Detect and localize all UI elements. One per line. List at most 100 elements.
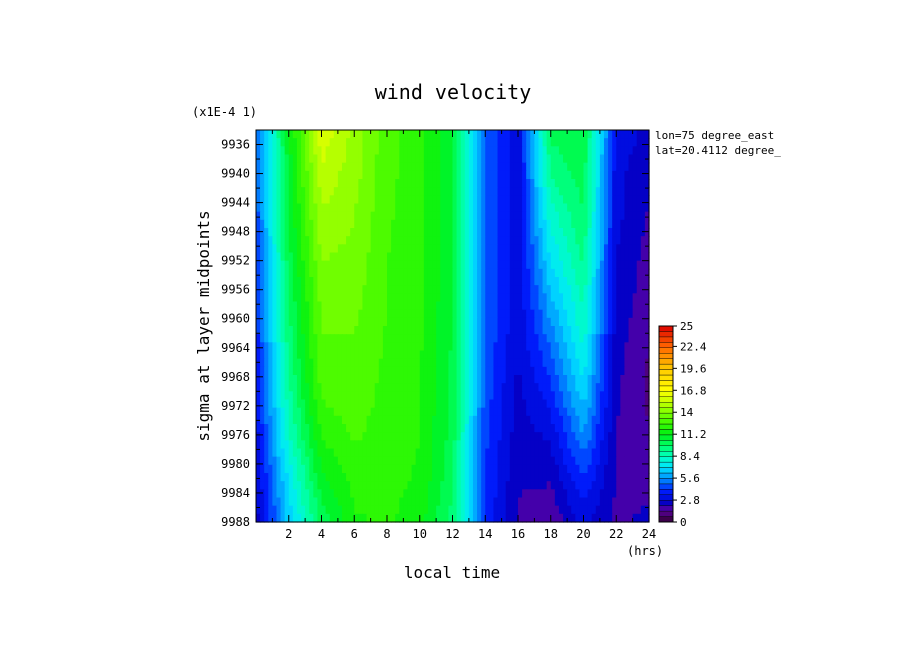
heatmap-cell xyxy=(472,162,478,172)
heatmap-cell xyxy=(448,350,454,360)
heatmap-cell xyxy=(292,513,298,523)
heatmap-cell xyxy=(415,424,421,433)
heatmap-cell xyxy=(301,415,306,425)
heatmap-cell xyxy=(567,424,572,433)
heatmap-cell xyxy=(575,464,580,474)
heatmap-cell xyxy=(628,473,634,482)
heatmap-cell xyxy=(579,366,585,376)
heatmap-cell xyxy=(395,399,400,409)
heatmap-cell xyxy=(603,211,609,221)
heatmap-cell xyxy=(403,285,409,294)
heatmap-cell xyxy=(337,383,343,392)
heatmap-cell xyxy=(264,399,269,409)
heatmap-cell xyxy=(329,326,335,335)
heatmap-cell xyxy=(579,301,585,311)
heatmap-cell xyxy=(350,260,355,270)
heatmap-cell xyxy=(628,513,634,523)
heatmap-cell xyxy=(485,203,490,213)
heatmap-cell xyxy=(362,334,368,343)
heatmap-cell xyxy=(419,285,425,294)
heatmap-cell xyxy=(366,252,372,262)
heatmap-cell xyxy=(374,203,380,213)
heatmap-cell xyxy=(395,505,400,515)
heatmap-cell xyxy=(632,456,638,466)
heatmap-cell xyxy=(513,138,519,147)
heatmap-cell xyxy=(411,309,417,319)
heatmap-cell xyxy=(636,187,642,196)
heatmap-cell xyxy=(378,146,384,156)
heatmap-cell xyxy=(440,285,445,294)
heatmap-cell xyxy=(513,383,519,392)
heatmap-cell xyxy=(264,187,269,196)
heatmap-cell xyxy=(296,513,302,523)
heatmap-cell xyxy=(546,252,552,262)
heatmap-cell xyxy=(636,162,642,172)
colorbar-swatch xyxy=(658,500,674,506)
heatmap-cell xyxy=(530,203,535,213)
heatmap-cell xyxy=(341,219,347,229)
heatmap-cell xyxy=(485,415,490,425)
heatmap-cell xyxy=(628,448,634,458)
heatmap-cell xyxy=(415,285,421,294)
heatmap-cell xyxy=(636,203,642,213)
heatmap-cell xyxy=(346,497,351,507)
heatmap-cell xyxy=(321,489,327,499)
heatmap-cell xyxy=(276,464,282,474)
heatmap-cell xyxy=(505,432,511,441)
heatmap-cell xyxy=(505,146,511,156)
heatmap-cell xyxy=(583,203,589,213)
heatmap-cell xyxy=(264,505,269,515)
heatmap-cell xyxy=(313,489,318,499)
heatmap-cell xyxy=(325,375,331,384)
heatmap-cell xyxy=(264,179,269,188)
heatmap-cell xyxy=(436,473,441,482)
heatmap-cell xyxy=(509,326,515,335)
heatmap-cell xyxy=(530,440,535,450)
heatmap-cell xyxy=(636,236,642,245)
heatmap-cell xyxy=(341,350,347,360)
heatmap-cell xyxy=(387,309,392,319)
heatmap-cell xyxy=(329,375,335,384)
heatmap-cell xyxy=(509,293,515,303)
heatmap-cell xyxy=(460,473,466,482)
heatmap-cell xyxy=(399,481,404,490)
heatmap-cell xyxy=(444,244,449,254)
heatmap-cell xyxy=(608,301,613,311)
heatmap-cell xyxy=(260,179,265,188)
heatmap-cell xyxy=(309,236,314,245)
heatmap-cell xyxy=(382,473,388,482)
heatmap-cell xyxy=(317,407,323,417)
heatmap-cell xyxy=(399,285,404,294)
heatmap-cell xyxy=(370,219,376,229)
heatmap-cell xyxy=(301,228,306,237)
heatmap-cell xyxy=(628,236,634,245)
heatmap-cell xyxy=(268,342,273,352)
heatmap-cell xyxy=(464,317,470,327)
heatmap-cell xyxy=(378,383,384,392)
heatmap-cell xyxy=(628,211,634,221)
x-tick-label: 14 xyxy=(478,527,492,541)
heatmap-cell xyxy=(587,260,593,270)
heatmap-cell xyxy=(296,456,302,466)
heatmap-cell xyxy=(292,505,298,515)
heatmap-cell xyxy=(464,366,470,376)
heatmap-cell xyxy=(333,301,339,311)
heatmap-cell xyxy=(464,464,470,474)
heatmap-cell xyxy=(288,219,294,229)
heatmap-cell xyxy=(644,219,650,229)
heatmap-cell xyxy=(485,244,490,254)
heatmap-cell xyxy=(522,228,527,237)
heatmap-cell xyxy=(391,334,396,343)
heatmap-cell xyxy=(583,464,589,474)
heatmap-cell xyxy=(370,309,376,319)
heatmap-cell xyxy=(550,301,556,311)
heatmap-cell xyxy=(518,228,523,237)
heatmap-cell xyxy=(305,268,310,278)
heatmap-cell xyxy=(284,334,290,343)
heatmap-cell xyxy=(603,130,609,139)
colorbar-swatch xyxy=(658,516,674,523)
heatmap-cell xyxy=(563,170,568,180)
heatmap-cell xyxy=(395,211,400,221)
heatmap-cell xyxy=(558,228,564,237)
heatmap-cell xyxy=(341,195,347,205)
